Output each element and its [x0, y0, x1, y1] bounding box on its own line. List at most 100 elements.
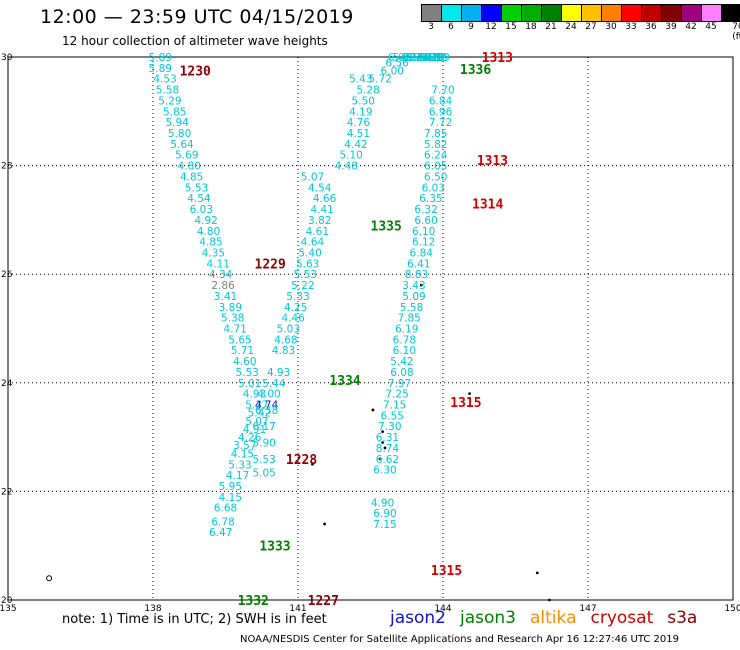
wave-height-value: 5.53: [294, 269, 317, 281]
scale-swatch: [542, 5, 562, 21]
wave-height-value: 5.29: [158, 95, 181, 107]
scale-label: 33: [625, 22, 637, 32]
scale-swatch: [622, 5, 642, 21]
scale-label: 27: [585, 22, 597, 32]
wave-height-value: 6.29: [422, 52, 445, 64]
scale-swatch: [682, 5, 702, 21]
wave-height-value: 5.43: [349, 74, 372, 86]
wave-height-value: 6.78: [393, 334, 416, 346]
wave-height-value: 6.32: [414, 204, 437, 216]
wave-height-value: 4.48: [335, 161, 358, 173]
wave-height-value: 4.91: [243, 424, 266, 436]
wave-height-value: 6.03: [190, 204, 213, 216]
scale-label: 18: [525, 22, 537, 32]
wave-height-value: 4.51: [347, 128, 370, 140]
pass-id-label: 1333: [259, 540, 290, 555]
pass-id-label: 1335: [371, 219, 402, 234]
wave-height-value: 2.86: [211, 280, 235, 292]
pass-id-label: 1332: [238, 594, 269, 609]
x-tick-label: 144: [434, 604, 451, 614]
wave-height-value: 5.03: [277, 324, 300, 336]
wave-height-value: 6.09: [426, 52, 449, 64]
wave-height-value: 4.42: [344, 139, 367, 151]
wave-height-value: 6.38: [255, 405, 278, 417]
scale-label: 15: [505, 22, 517, 32]
scale-label: 39: [665, 22, 677, 32]
wave-height-value: 6.41: [407, 258, 430, 270]
scale-label: 70 (ft): [732, 22, 740, 42]
wave-height-value: 4.90: [371, 497, 394, 509]
map-frame: [7, 56, 734, 601]
y-tick-label: 20: [1, 596, 13, 606]
wave-height-value: 5.40: [412, 52, 435, 64]
wave-height-value: 4.71: [223, 324, 246, 336]
wave-height-value: 5.58: [400, 302, 423, 314]
y-tick-label: 22: [1, 487, 12, 497]
wave-height-value: 4.41: [310, 204, 333, 216]
wave-height-value: 7.15: [383, 400, 406, 412]
wave-height-value: 5.37: [245, 400, 268, 412]
wave-height-value: 6.17: [252, 421, 275, 433]
satellite-legend: jason2 jason3 altika cryosat s3a: [390, 608, 711, 628]
wave-height-value: 4.15: [231, 448, 254, 460]
island-dot: [419, 283, 423, 287]
pass-id-label: 1315: [450, 396, 481, 411]
scale-swatch: [602, 5, 622, 21]
scale-swatch: [522, 5, 542, 21]
wave-height-value: 5.69: [175, 150, 198, 162]
wave-height-value: 5.80: [168, 128, 191, 140]
legend-jason2: jason2: [390, 608, 446, 628]
wave-height-value: 4.54: [308, 182, 332, 194]
wave-height-value: 5.63: [296, 258, 319, 270]
wave-height-value: 8.83: [405, 269, 428, 281]
pass-id-label: 1314: [472, 198, 503, 213]
footer-credit: NOAA/NESDIS Center for Satellite Applica…: [240, 634, 679, 645]
wave-height-value: 4.54: [187, 193, 211, 205]
wave-height-value: 4.85: [180, 171, 203, 183]
wave-height-value: 5.10: [339, 150, 362, 162]
x-tick-label: 147: [579, 604, 596, 614]
scale-swatch: [562, 5, 582, 21]
scale-swatch: [722, 5, 740, 21]
wave-height-value: 3.82: [308, 215, 331, 227]
wave-height-value: 6.05: [424, 161, 447, 173]
wave-height-value: 5.01: [238, 378, 261, 390]
wave-height-value: 5.89: [149, 63, 172, 75]
note-text: note: 1) Time is in UTC; 2) SWH is in fe…: [62, 612, 327, 627]
scale-swatch: [582, 5, 602, 21]
wave-height-value: 5.65: [228, 334, 251, 346]
island-dot: [468, 392, 471, 396]
wave-height-value: 4.85: [199, 237, 222, 249]
scale-label: 6: [448, 22, 454, 32]
scale-label: 21: [545, 22, 557, 32]
wave-height-value: 6.50: [424, 171, 447, 183]
pass-id-label: 1227: [308, 594, 339, 609]
scale-swatch: [482, 5, 502, 21]
wave-height-value: 6.47: [209, 527, 232, 539]
wave-height-value: 7.97: [388, 378, 411, 390]
wave-height-value: 6.00: [381, 66, 404, 78]
wave-height-value: 4.61: [306, 226, 329, 238]
wave-height-value: 6.84: [429, 95, 453, 107]
wave-height-value: 6.68: [214, 503, 237, 515]
wave-height-value: 6.90: [373, 508, 396, 520]
wave-height-value: 4.53: [153, 74, 176, 86]
wave-height-value: 5.64: [170, 139, 194, 151]
wave-height-value: 4.92: [194, 215, 217, 227]
wave-height-value: 6.80: [424, 52, 447, 64]
wave-height-value: 5.60: [417, 52, 440, 64]
pass-id-label: 1313: [482, 51, 513, 66]
wave-height-value: 5.80: [419, 52, 442, 64]
wave-height-value: 5.53: [252, 454, 275, 466]
wave-height-value: 5.72: [368, 74, 391, 86]
legend-s3a: s3a: [667, 608, 698, 628]
wave-height-value: 4.26: [238, 432, 262, 444]
island-dot: [383, 446, 387, 450]
wave-height-value: 4.19: [349, 106, 372, 118]
island-dot: [381, 441, 384, 444]
island-dot: [378, 457, 382, 461]
wave-height-value: 7.25: [385, 389, 408, 401]
wave-height-value: 4.46: [281, 313, 305, 325]
island-dot: [323, 522, 326, 526]
